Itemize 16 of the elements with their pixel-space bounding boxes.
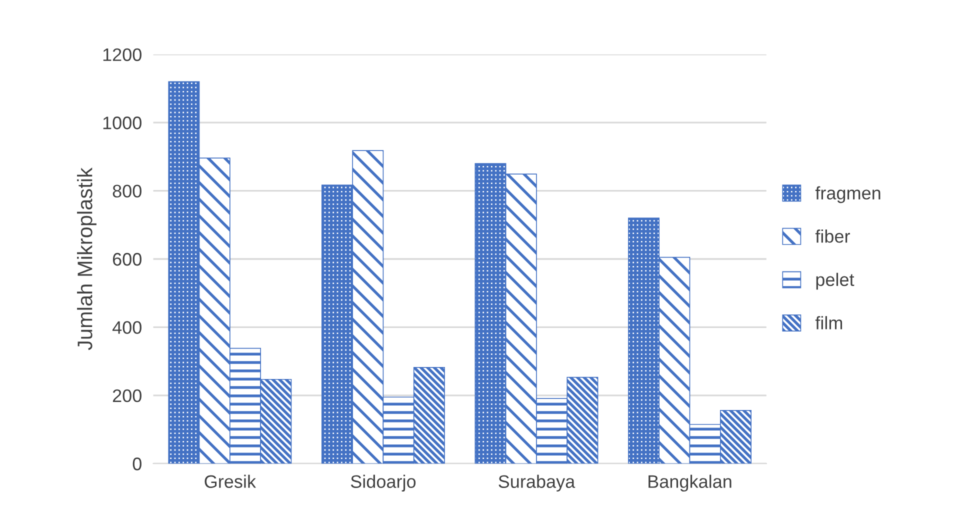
legend-label: pelet <box>816 272 854 290</box>
y-tick-label: 800 <box>112 184 142 198</box>
y-axis-title: Jumlah Mikroplastik <box>77 168 96 350</box>
x-tick-label: Surabaya <box>498 474 576 492</box>
y-tick-label: 0 <box>132 458 142 470</box>
legend-label: film <box>815 316 842 330</box>
y-tick-label: 600 <box>112 252 142 266</box>
legend-label: fragmen <box>815 186 880 204</box>
x-tick-label: Gresik <box>204 474 256 488</box>
x-tick-label: Bangkalan <box>648 474 732 492</box>
y-tick-label: 400 <box>112 321 142 334</box>
legend-label: fiber <box>815 230 850 243</box>
y-tick-label: 200 <box>112 389 142 402</box>
x-tick-label: Sidoarjo <box>350 474 416 492</box>
y-tick-label: 1000 <box>103 116 142 130</box>
y-tick-label: 1200 <box>103 48 142 62</box>
